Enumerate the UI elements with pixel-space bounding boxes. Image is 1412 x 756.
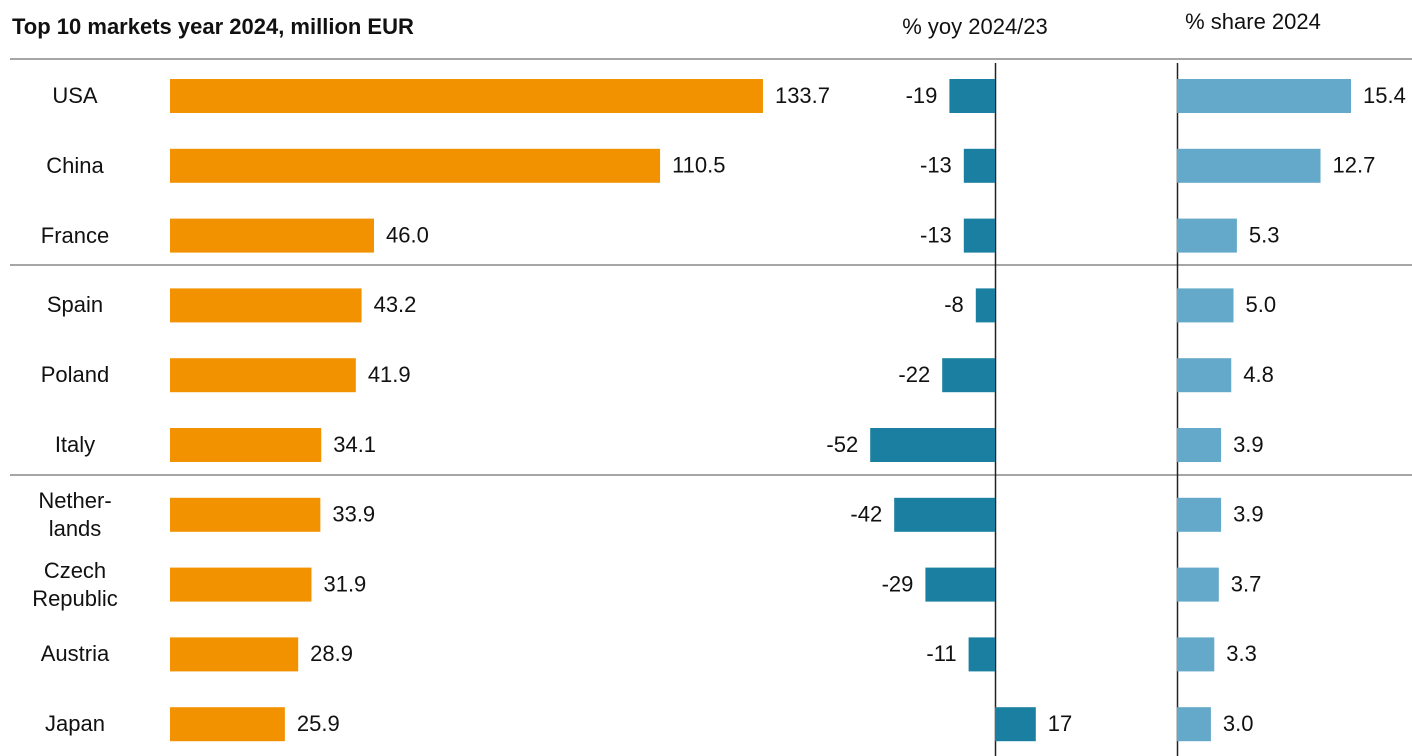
category-label: China: [46, 152, 104, 178]
chart-title: Top 10 markets year 2024, million EUR: [12, 14, 414, 39]
bar: [170, 148, 661, 183]
value-label: 3.9: [1233, 502, 1264, 527]
bar: [942, 358, 995, 393]
value-label: -13: [920, 153, 952, 178]
bar: [963, 148, 995, 183]
bar: [1177, 707, 1211, 742]
category-label: France: [40, 222, 110, 248]
bar: [1177, 148, 1321, 183]
bar: [1177, 428, 1222, 462]
value-label: 5.3: [1249, 222, 1280, 247]
value-label: 3.7: [1231, 571, 1262, 596]
value-label: 31.9: [323, 571, 366, 596]
value-label: 3.0: [1223, 711, 1254, 736]
category-label: Nether- lands: [38, 487, 112, 541]
value-label: 110.5: [672, 153, 725, 178]
value-label: -29: [882, 571, 914, 596]
category-label: Austria: [40, 641, 110, 667]
value-label: 12.7: [1333, 153, 1376, 178]
value-label: -19: [906, 83, 938, 108]
value-label: 28.9: [310, 641, 353, 666]
bar: [170, 497, 321, 532]
bar: [870, 428, 995, 462]
bar: [995, 707, 1036, 742]
value-label: 46.0: [386, 222, 429, 247]
value-label: -13: [920, 222, 952, 247]
bar: [894, 497, 995, 532]
bar: [925, 567, 995, 602]
value-label: 33.9: [332, 502, 375, 527]
value-label: 17: [1048, 711, 1072, 736]
bar: [1177, 637, 1215, 672]
bar: [949, 79, 995, 113]
bar: [170, 428, 322, 462]
panel-title: % yoy 2024/23: [902, 14, 1048, 39]
value-label: -8: [944, 292, 964, 317]
value-label: 3.3: [1226, 641, 1257, 666]
value-label: -11: [926, 641, 956, 666]
bar: [170, 79, 763, 113]
value-label: 43.2: [374, 292, 417, 317]
category-label: Spain: [46, 292, 104, 318]
bar: [170, 218, 375, 253]
bar: [1177, 218, 1237, 253]
value-label: 25.9: [297, 711, 340, 736]
bar: [170, 358, 356, 393]
value-label: 41.9: [368, 362, 411, 387]
value-label: 34.1: [333, 432, 376, 457]
bar: [170, 637, 299, 672]
bar: [170, 567, 312, 602]
bar: [1177, 358, 1232, 393]
panel-title: % share 2024: [1185, 9, 1321, 34]
value-label: -52: [826, 432, 858, 457]
bar: [1177, 288, 1234, 323]
bar: [170, 288, 362, 323]
category-label: Czech Republic: [32, 557, 118, 611]
bar: [1177, 79, 1352, 113]
bar: [963, 218, 995, 253]
value-label: 133.7: [775, 83, 830, 108]
value-label: 5.0: [1246, 292, 1277, 317]
value-label: 3.9: [1233, 432, 1264, 457]
category-label: Japan: [45, 711, 105, 737]
category-label: Poland: [40, 362, 110, 388]
category-label: USA: [52, 83, 98, 108]
bar: [975, 288, 995, 323]
category-label: Italy: [54, 432, 96, 457]
bar: [1177, 567, 1219, 602]
value-label: -42: [850, 502, 882, 527]
value-label: 15.4: [1363, 83, 1406, 108]
value-label: 4.8: [1243, 362, 1274, 387]
bar: [1177, 497, 1222, 532]
bar: [968, 637, 995, 672]
value-label: -22: [898, 362, 930, 387]
bar: [170, 707, 285, 742]
